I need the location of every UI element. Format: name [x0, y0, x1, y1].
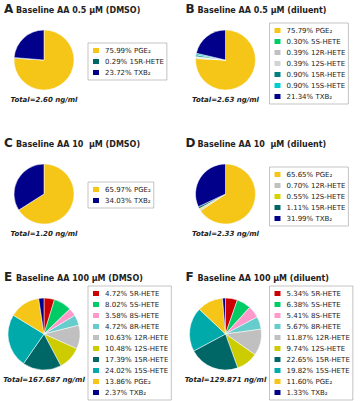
svg-text:5.41% 8S-HETE: 5.41% 8S-HETE	[287, 312, 341, 320]
svg-text:34.03% TXB₂: 34.03% TXB₂	[105, 197, 151, 205]
svg-text:65.65% PGE₂: 65.65% PGE₂	[287, 171, 333, 179]
svg-text:Total=167.687 ng/ml: Total=167.687 ng/ml	[3, 376, 85, 384]
svg-text:6.38% 5S-HETE: 6.38% 5S-HETE	[287, 301, 341, 309]
svg-text:C: C	[4, 136, 13, 150]
svg-text:75.79% PGE₂: 75.79% PGE₂	[287, 27, 333, 35]
svg-text:21.34% TXB₂: 21.34% TXB₂	[287, 93, 333, 101]
svg-text:75.99% PGE₂: 75.99% PGE₂	[105, 47, 151, 55]
svg-text:24.02% 15S-HETE: 24.02% 15S-HETE	[105, 367, 168, 375]
svg-text:Total=129.871 ng/ml: Total=129.871 ng/ml	[185, 376, 267, 384]
svg-text:0.30% 5S-HETE: 0.30% 5S-HETE	[287, 38, 341, 46]
svg-text:5.67% 8R-HETE: 5.67% 8R-HETE	[287, 323, 341, 331]
svg-text:1.33% TXB₂: 1.33% TXB₂	[287, 389, 328, 397]
svg-text:0.55% 12S-HETE: 0.55% 12S-HETE	[287, 193, 346, 201]
svg-text:B: B	[186, 2, 195, 16]
svg-text:0.39% 12R-HETE: 0.39% 12R-HETE	[287, 49, 346, 57]
svg-text:Total=1.20 ng/ml: Total=1.20 ng/ml	[11, 230, 79, 238]
svg-text:2.37% TXB₂: 2.37% TXB₂	[105, 389, 146, 397]
svg-text:Baseline AA 10 μM (diluent): Baseline AA 10 μM (diluent)	[198, 140, 327, 149]
svg-text:F: F	[186, 270, 194, 284]
svg-text:1.11% 15R-HETE: 1.11% 15R-HETE	[287, 204, 346, 212]
svg-text:Total=2.60 ng/ml: Total=2.60 ng/ml	[11, 96, 79, 104]
svg-text:23.72% TXB₂: 23.72% TXB₂	[105, 69, 151, 77]
svg-text:13.86% PGE₂: 13.86% PGE₂	[105, 378, 151, 386]
svg-text:11.60% PGE₂: 11.60% PGE₂	[287, 378, 333, 386]
svg-text:0.70% 12R-HETE: 0.70% 12R-HETE	[287, 182, 346, 190]
svg-text:5.34% 5R-HETE: 5.34% 5R-HETE	[287, 290, 341, 298]
svg-text:0.90% 15R-HETE: 0.90% 15R-HETE	[287, 71, 346, 79]
svg-text:31.99% TXB₂: 31.99% TXB₂	[287, 215, 333, 223]
svg-text:Baseline AA 10 μM (DMSO): Baseline AA 10 μM (DMSO)	[16, 140, 140, 149]
svg-text:D: D	[186, 136, 196, 150]
svg-text:Baseline AA 100 μM (diluent): Baseline AA 100 μM (diluent)	[198, 274, 330, 283]
svg-text:10.48% 12S-HETE: 10.48% 12S-HETE	[105, 345, 168, 353]
svg-text:10.63% 12R-HETE: 10.63% 12R-HETE	[105, 334, 168, 342]
svg-text:0.39% 12S-HETE: 0.39% 12S-HETE	[287, 60, 346, 68]
svg-text:22.65% 15R-HETE: 22.65% 15R-HETE	[287, 356, 350, 364]
svg-text:19.82% 15S-HETE: 19.82% 15S-HETE	[287, 367, 350, 375]
svg-text:Baseline AA 0.5 μM (DMSO): Baseline AA 0.5 μM (DMSO)	[16, 6, 140, 15]
svg-text:17.39% 15R-HETE: 17.39% 15R-HETE	[105, 356, 168, 364]
svg-text:A: A	[4, 2, 14, 16]
svg-text:4.72% 5R-HETE: 4.72% 5R-HETE	[105, 290, 159, 298]
svg-text:E: E	[4, 270, 12, 284]
svg-text:65.97% PGE₂: 65.97% PGE₂	[105, 186, 151, 194]
svg-text:3.58% 8S-HETE: 3.58% 8S-HETE	[105, 312, 159, 320]
svg-text:4.72% 8R-HETE: 4.72% 8R-HETE	[105, 323, 159, 331]
svg-text:11.87% 12R-HETE: 11.87% 12R-HETE	[287, 334, 350, 342]
svg-text:0.90% 15S-HETE: 0.90% 15S-HETE	[287, 82, 346, 90]
svg-text:Baseline AA 100 μM (DMSO): Baseline AA 100 μM (DMSO)	[16, 274, 143, 283]
svg-text:9.74% 12S-HETE: 9.74% 12S-HETE	[287, 345, 346, 353]
svg-text:0.29% 15R-HETE: 0.29% 15R-HETE	[105, 58, 164, 66]
svg-text:Total=2.63 ng/ml: Total=2.63 ng/ml	[192, 96, 260, 104]
svg-text:8.02% 5S-HETE: 8.02% 5S-HETE	[105, 301, 159, 309]
svg-text:Total=2.33 ng/ml: Total=2.33 ng/ml	[192, 230, 260, 238]
svg-text:Baseline AA 0.5 μM (diluent): Baseline AA 0.5 μM (diluent)	[198, 6, 327, 15]
